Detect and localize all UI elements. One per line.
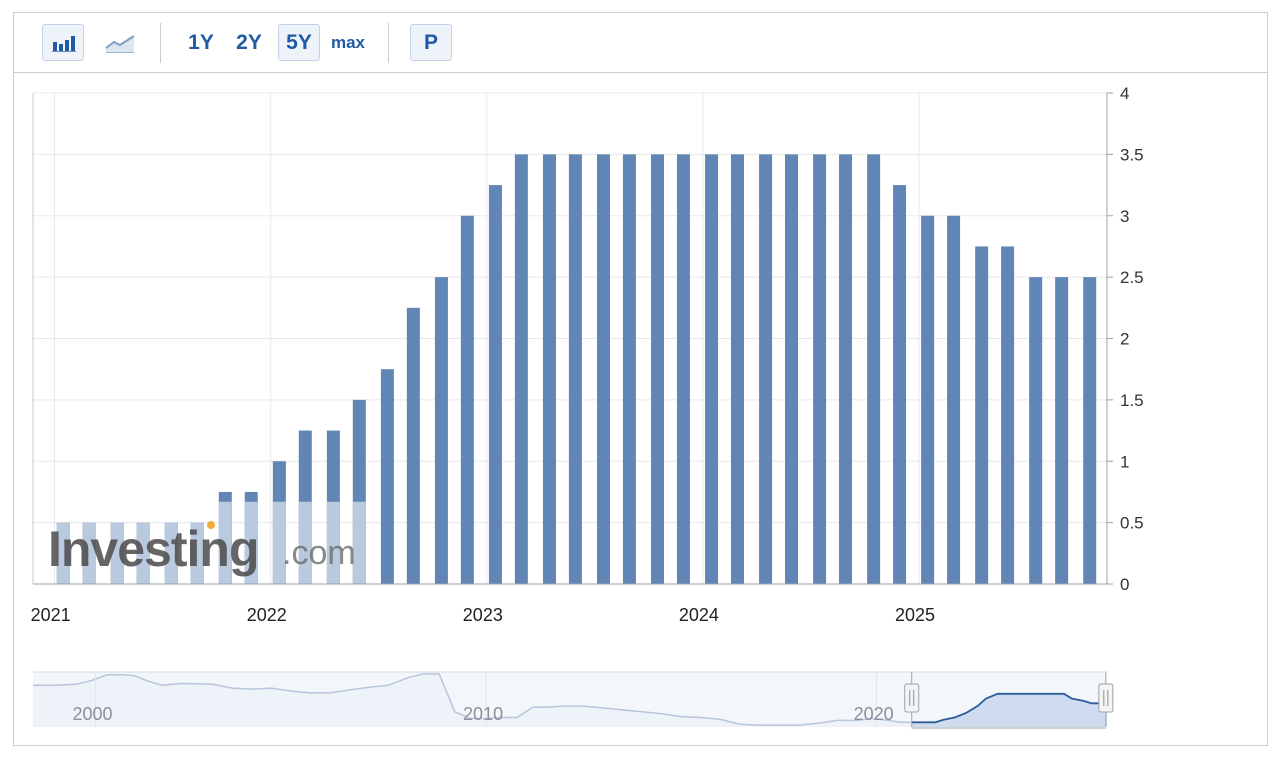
bar-faded-segment [56, 522, 70, 584]
bar [596, 154, 610, 584]
range-5y-button[interactable]: 5Y [278, 24, 320, 61]
bar [947, 215, 961, 584]
bar [622, 154, 636, 584]
bar [705, 154, 719, 584]
range-max-button[interactable]: max [330, 32, 366, 52]
navigator[interactable]: 2000 2010 2020 [33, 671, 1114, 729]
bar [1001, 246, 1015, 584]
bar-faded-segment [164, 522, 178, 584]
y-tick-label: 4 [1120, 84, 1129, 103]
bar [380, 369, 394, 584]
bar-faded-segment [272, 501, 286, 584]
bar-faded-segment [136, 522, 150, 584]
bar-faded-segment [298, 501, 312, 584]
y-tick-label: 3 [1120, 207, 1129, 226]
range-2y-button[interactable]: 2Y [236, 30, 262, 54]
bar-faded-segment [82, 522, 96, 584]
watermark-brand: Investing [48, 521, 258, 577]
handle-box [1098, 683, 1114, 713]
y-tick-label: 2.5 [1120, 268, 1144, 287]
bar [813, 154, 827, 584]
investing-watermark: Investing .com [48, 521, 356, 577]
bar [730, 154, 744, 584]
bar [676, 154, 690, 584]
toolbar-separator [388, 23, 389, 63]
bar [406, 307, 420, 584]
bar [867, 154, 881, 584]
navigator-handle-right[interactable] [1098, 683, 1114, 713]
y-tick-label: 1 [1120, 452, 1129, 471]
bar [921, 215, 935, 584]
bar-faded-segment [110, 522, 124, 584]
watermark-suffix: .com [282, 534, 356, 572]
y-tick-label: 1.5 [1120, 391, 1144, 410]
x-tick-label: 2024 [679, 605, 719, 625]
bar [759, 154, 773, 584]
navigator-tick-label: 2020 [854, 704, 894, 724]
line-chart-button[interactable] [100, 24, 140, 61]
bar [651, 154, 665, 584]
navigator-selected-line [911, 692, 1107, 724]
bar-faded-segment [326, 501, 340, 584]
bar-faded-segment [244, 501, 258, 584]
bar [784, 154, 798, 584]
bar [1029, 277, 1043, 584]
handle-box [904, 683, 920, 713]
bar [434, 277, 448, 584]
navigator-tick-label: 2000 [72, 704, 112, 724]
bar-faded-segment [218, 501, 232, 584]
bar [1055, 277, 1069, 584]
x-tick-label: 2023 [463, 605, 503, 625]
watermark-dot [207, 521, 215, 529]
navigator-handle-left[interactable] [904, 683, 920, 713]
bar-faded-segment [352, 501, 366, 584]
bar-chart-button[interactable] [42, 24, 84, 61]
bar [975, 246, 989, 584]
navigator-tick-label: 2010 [463, 704, 503, 724]
navigator-area [33, 673, 1107, 727]
axes: 0 0.5 1 1.5 2 2.5 3 3.5 4 2021 2022 2023 2024 2025 [31, 84, 1144, 625]
x-tick-label: 2021 [31, 605, 71, 625]
bars [56, 154, 1097, 584]
bar-chart-icon [52, 35, 76, 52]
chart-toolbar: 1Y 2Y 5Y max P [14, 13, 1267, 73]
x-tick-label: 2025 [895, 605, 935, 625]
y-tick-label: 0 [1120, 575, 1129, 594]
line-chart-icon [105, 34, 135, 53]
bar [568, 154, 582, 584]
y-tick-label: 0.5 [1120, 514, 1144, 533]
navigator-selected-area [911, 693, 1107, 727]
bar [893, 185, 907, 584]
y-tick-label: 2 [1120, 330, 1129, 349]
bar [1083, 277, 1097, 584]
bar-faded-segment [190, 522, 204, 584]
p-button[interactable]: P [410, 24, 452, 61]
bar [839, 154, 853, 584]
range-1y-button[interactable]: 1Y [188, 30, 214, 54]
toolbar-separator [160, 23, 161, 63]
bar [514, 154, 528, 584]
x-tick-label: 2022 [247, 605, 287, 625]
bar [542, 154, 556, 584]
bar [488, 185, 502, 584]
y-tick-label: 3.5 [1120, 145, 1144, 164]
bar [460, 215, 474, 584]
